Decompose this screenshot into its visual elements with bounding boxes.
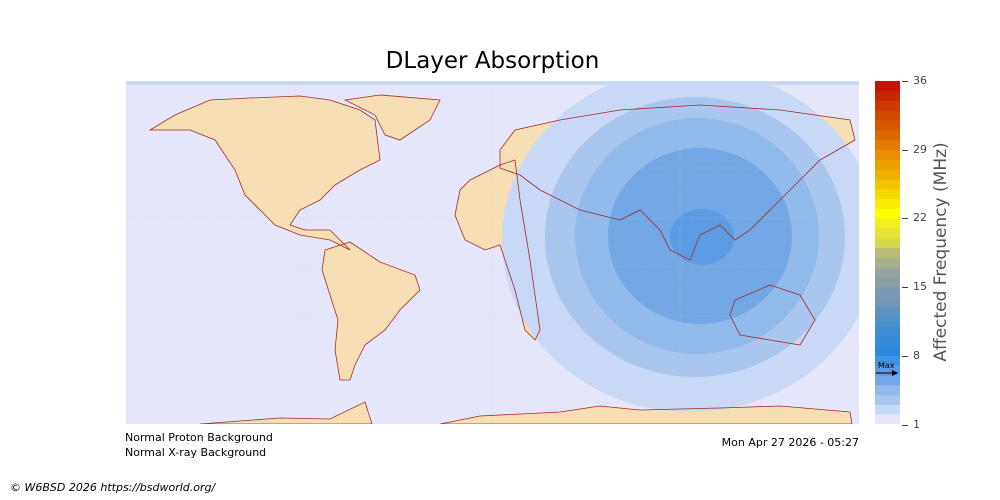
colorbar-band [875, 355, 900, 366]
colorbar-band [875, 179, 900, 190]
colorbar-tick: 36 [902, 74, 927, 87]
colorbar-band [875, 277, 900, 288]
colorbar-band [875, 159, 900, 170]
colorbar-band [875, 345, 900, 356]
colorbar-band [875, 198, 900, 209]
colorbar-label: Affected Frequency (MHz) [931, 142, 951, 362]
colorbar-band [875, 237, 900, 249]
colorbar-tick: 8 [902, 349, 920, 362]
colorbar-band [875, 267, 900, 278]
colorbar-band [875, 130, 900, 141]
graticule [126, 81, 859, 424]
colorbar-band [875, 169, 900, 180]
colorbar-band [875, 316, 900, 327]
max-arrow-icon [876, 370, 898, 377]
colorbar-band [875, 120, 900, 131]
chart-title: DLayer Absorption [385, 48, 600, 74]
colorbar-tick: 22 [902, 211, 927, 224]
timestamp: Mon Apr 27 2026 - 05:27 [721, 436, 859, 449]
proton-status: Normal Proton Background [125, 431, 273, 444]
xray-status: Normal X-ray Background [125, 446, 267, 459]
colorbar-band [875, 375, 900, 386]
colorbar-band [875, 326, 900, 337]
colorbar-band [875, 81, 900, 92]
colorbar-band [875, 286, 900, 298]
colorbar-band [875, 228, 900, 239]
absorption-contours [502, 81, 859, 412]
colorbar-band [875, 394, 900, 405]
polar-absorption-band [126, 81, 859, 85]
colorbar-band [875, 296, 900, 307]
colorbar-tick: 1 [902, 418, 920, 431]
copyright: © W6BSD 2026 https://bsdworld.org/ [10, 481, 216, 494]
colorbar-tick: 15 [902, 280, 927, 293]
colorbar [875, 81, 900, 424]
colorbar-band [875, 247, 900, 258]
colorbar-band [875, 414, 900, 424]
colorbar-band [875, 90, 900, 102]
colorbar-band [875, 257, 900, 268]
colorbar-band [875, 110, 900, 121]
absorption-contour-6 [670, 209, 734, 265]
colorbar-band [875, 188, 900, 200]
colorbar-band [875, 208, 900, 219]
colorbar-band [875, 404, 900, 415]
max-marker-label: Max [878, 361, 895, 370]
colorbar-band [875, 218, 900, 229]
colorbar-band [875, 100, 900, 111]
colorbar-band [875, 139, 900, 151]
colorbar-band [875, 306, 900, 317]
colorbar-band [875, 365, 900, 376]
colorbar-band [875, 149, 900, 160]
colorbar-tick: 29 [902, 143, 927, 156]
colorbar-band [875, 384, 900, 396]
colorbar-band [875, 335, 900, 347]
absorption-map [126, 81, 859, 424]
